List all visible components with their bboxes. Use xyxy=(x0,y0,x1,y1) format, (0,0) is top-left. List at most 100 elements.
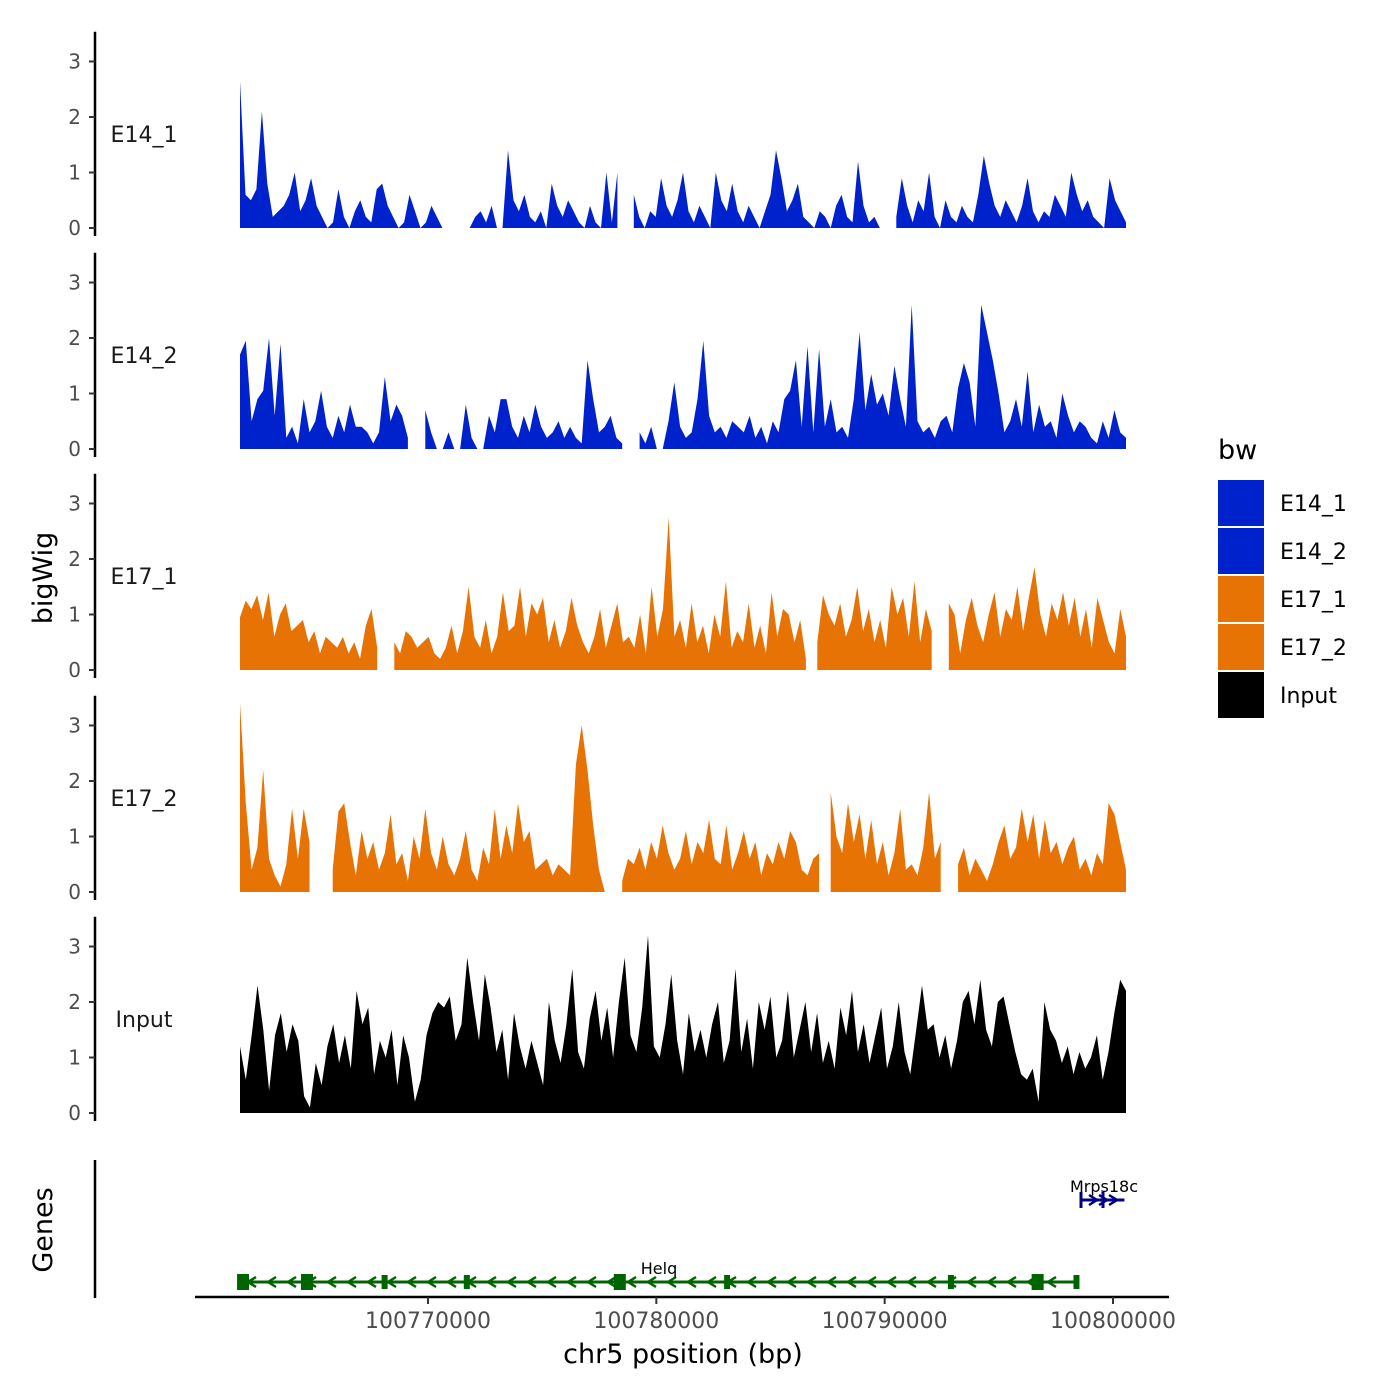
y-tick-label: 0 xyxy=(68,216,81,240)
strand-arrow xyxy=(845,1275,857,1289)
signal-area xyxy=(896,155,1126,228)
signal-area xyxy=(240,592,378,670)
legend-label: Input xyxy=(1280,684,1337,709)
signal-area xyxy=(240,80,443,229)
track-label: E17_2 xyxy=(111,787,178,812)
strand-arrow xyxy=(1108,1193,1120,1207)
legend-label: E17_2 xyxy=(1280,636,1347,661)
bigwig-tracks: 0 1 2 3 E14_1 0 1 2 3 E14_2 0 1 2 3 E17_1 0 1 2 3 E17_2 0 1 2 3… xyxy=(68,31,1126,1125)
track-label: E14_1 xyxy=(111,123,178,148)
strand-arrow xyxy=(285,1275,297,1289)
strand-arrow xyxy=(545,1275,557,1289)
signal-area xyxy=(394,517,806,670)
legend: bw E14_1 E14_2 E17_1 E17_2 Input xyxy=(1218,435,1347,718)
exon xyxy=(724,1275,731,1289)
legend-label: E17_1 xyxy=(1280,588,1347,613)
track-E14_1: 0 1 2 3 E14_1 xyxy=(68,31,1126,240)
strand-arrow xyxy=(405,1275,417,1289)
y-tick-label: 1 xyxy=(68,1046,81,1070)
signal-area xyxy=(622,819,820,892)
legend-swatch xyxy=(1218,624,1264,670)
y-tick-label: 0 xyxy=(68,658,81,682)
strand-arrow xyxy=(665,1275,677,1289)
y-tick-label: 3 xyxy=(68,714,81,738)
legend-title: bw xyxy=(1218,435,1257,466)
y-tick-label: 3 xyxy=(68,271,81,295)
y-tick-label: 3 xyxy=(68,50,81,74)
strand-arrow xyxy=(785,1275,797,1289)
exon xyxy=(300,1274,313,1290)
strand-arrow xyxy=(365,1275,377,1289)
gene-Mrps18c: Mrps18c xyxy=(1070,1177,1138,1208)
strand-arrow xyxy=(385,1275,397,1289)
y-tick-label: 2 xyxy=(68,769,81,793)
legend-label: E14_2 xyxy=(1280,540,1347,565)
x-tick-label: 100770000 xyxy=(365,1309,491,1334)
strand-arrow xyxy=(1045,1275,1057,1289)
exon xyxy=(381,1275,388,1289)
signal-area xyxy=(240,338,408,449)
signal-area xyxy=(639,304,1126,449)
strand-arrow xyxy=(445,1275,457,1289)
strand-arrow xyxy=(1005,1275,1017,1289)
strand-arrow xyxy=(885,1275,897,1289)
x-tick-label: 100790000 xyxy=(822,1309,948,1334)
signal-area xyxy=(817,581,932,670)
exon xyxy=(463,1275,470,1289)
signal-area xyxy=(633,150,880,228)
strand-arrow xyxy=(565,1275,577,1289)
y-tick-label: 1 xyxy=(68,161,81,185)
gene-label: Mrps18c xyxy=(1070,1177,1138,1196)
strand-arrow xyxy=(805,1275,817,1289)
signal-area xyxy=(948,567,1126,670)
y-tick-label: 2 xyxy=(68,547,81,571)
x-tick-label: 100800000 xyxy=(1050,1309,1176,1334)
strand-arrow xyxy=(865,1275,877,1289)
y-tick-label: 1 xyxy=(68,603,81,627)
signal-area xyxy=(240,703,310,892)
strand-arrow xyxy=(505,1275,517,1289)
strand-arrow xyxy=(705,1275,717,1289)
strand-arrow xyxy=(325,1275,337,1289)
exon xyxy=(237,1274,250,1290)
y-tick-label: 3 xyxy=(68,935,81,959)
gene-Helq: Helq xyxy=(237,1259,1080,1290)
strand-arrow xyxy=(525,1275,537,1289)
strand-arrow xyxy=(745,1275,757,1289)
x-axis: 100770000 100780000 100790000 100800000 xyxy=(195,1295,1176,1334)
legend-label: E14_1 xyxy=(1280,492,1347,517)
signal-area xyxy=(830,792,941,892)
strand-arrow xyxy=(985,1275,997,1289)
legend-swatch xyxy=(1218,480,1264,526)
strand-arrow xyxy=(585,1275,597,1289)
track-E17_2: 0 1 2 3 E17_2 xyxy=(68,695,1126,904)
legend-swatch xyxy=(1218,672,1264,718)
strand-arrow xyxy=(1088,1193,1100,1207)
signal-area xyxy=(458,150,618,228)
track-E14_2: 0 1 2 3 E14_2 xyxy=(68,252,1126,461)
y-tick-label: 2 xyxy=(68,105,81,129)
x-axis-title: chr5 position (bp) xyxy=(563,1339,803,1370)
legend-swatch xyxy=(1218,576,1264,622)
strand-arrow xyxy=(765,1275,777,1289)
strand-arrow xyxy=(265,1275,277,1289)
exon xyxy=(1031,1274,1044,1290)
signal-area xyxy=(240,935,1126,1113)
strand-arrow xyxy=(345,1275,357,1289)
strand-arrow xyxy=(645,1275,657,1289)
genes-track: Helq Mrps18c xyxy=(93,1160,1138,1298)
strand-arrow xyxy=(605,1275,617,1289)
y-tick-label: 3 xyxy=(68,492,81,516)
strand-arrow xyxy=(965,1275,977,1289)
strand-arrow xyxy=(485,1275,497,1289)
signal-area xyxy=(332,725,605,892)
track-E17_1: 0 1 2 3 E17_1 xyxy=(68,473,1126,682)
strand-arrow xyxy=(425,1275,437,1289)
track-label: E17_1 xyxy=(111,565,178,590)
y-tick-label: 2 xyxy=(68,326,81,350)
x-tick-label: 100780000 xyxy=(593,1309,719,1334)
y-tick-label: 2 xyxy=(68,990,81,1014)
signal-area xyxy=(425,360,623,449)
gene-label: Helq xyxy=(641,1259,677,1278)
